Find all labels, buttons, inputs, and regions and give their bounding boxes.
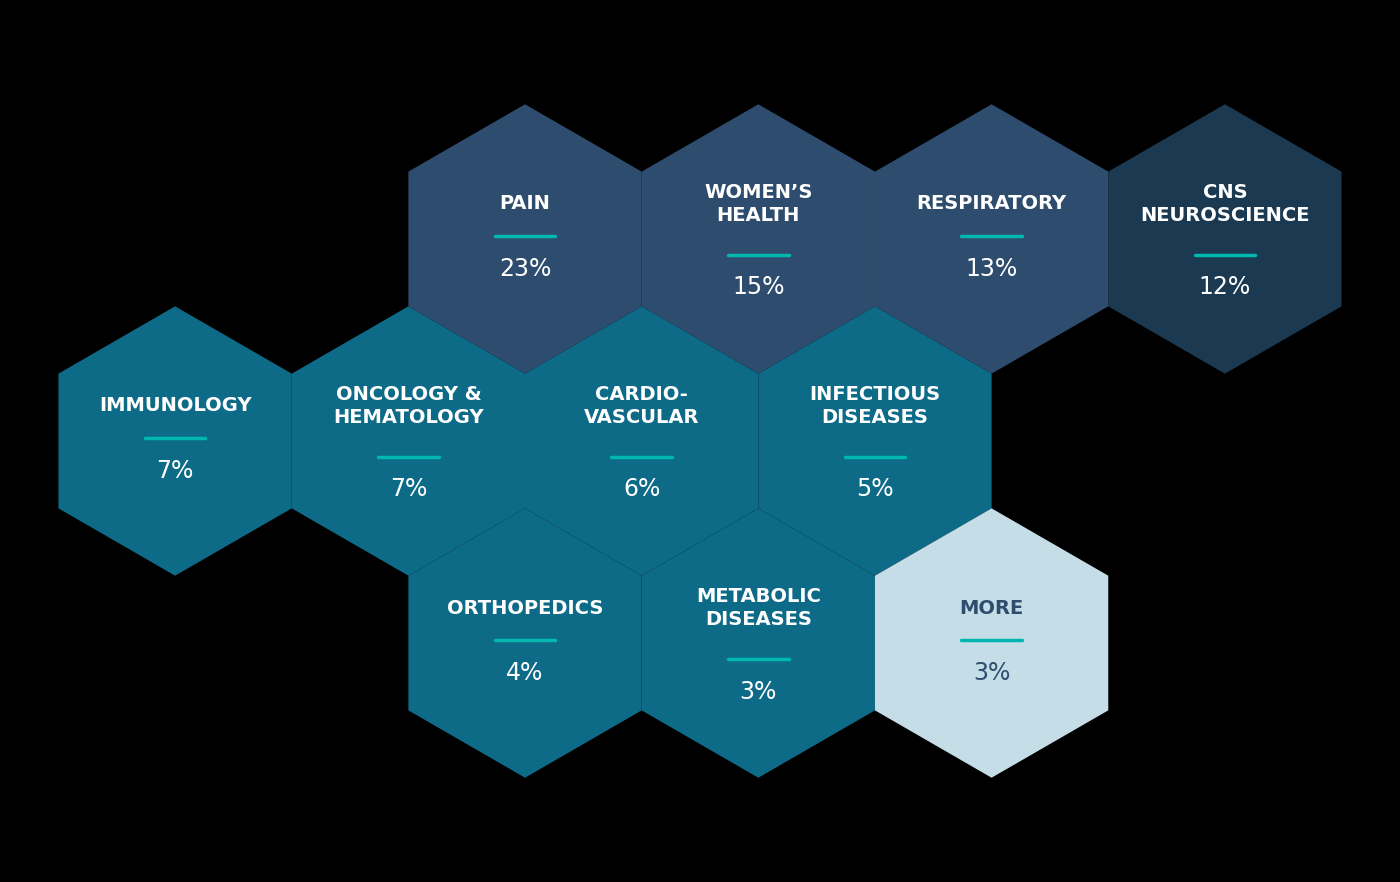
Text: ORTHOPEDICS: ORTHOPEDICS <box>447 599 603 617</box>
Text: 12%: 12% <box>1198 275 1252 300</box>
Text: 23%: 23% <box>498 257 552 280</box>
Polygon shape <box>641 508 875 778</box>
Text: ONCOLOGY &
HEMATOLOGY: ONCOLOGY & HEMATOLOGY <box>333 385 483 427</box>
Text: WOMEN’S
HEALTH: WOMEN’S HEALTH <box>704 183 812 225</box>
Polygon shape <box>759 306 991 576</box>
Text: 4%: 4% <box>507 661 543 684</box>
Text: MORE: MORE <box>959 599 1023 617</box>
Text: IMMUNOLOGY: IMMUNOLOGY <box>99 397 252 415</box>
Text: 7%: 7% <box>157 459 193 482</box>
Text: 3%: 3% <box>973 661 1011 684</box>
Text: RESPIRATORY: RESPIRATORY <box>917 194 1067 213</box>
Text: 6%: 6% <box>623 477 661 502</box>
Polygon shape <box>409 104 641 374</box>
Polygon shape <box>875 508 1109 778</box>
Polygon shape <box>641 104 875 374</box>
Polygon shape <box>409 508 641 778</box>
Text: 3%: 3% <box>739 679 777 704</box>
Text: CNS
NEUROSCIENCE: CNS NEUROSCIENCE <box>1140 183 1309 225</box>
Text: PAIN: PAIN <box>500 194 550 213</box>
Text: CARDIO-
VASCULAR: CARDIO- VASCULAR <box>584 385 700 427</box>
Text: INFECTIOUS
DISEASES: INFECTIOUS DISEASES <box>809 385 941 427</box>
Polygon shape <box>875 104 1109 374</box>
Text: METABOLIC
DISEASES: METABOLIC DISEASES <box>696 587 820 629</box>
Polygon shape <box>525 306 759 576</box>
Text: 13%: 13% <box>966 257 1018 280</box>
Polygon shape <box>291 306 525 576</box>
Polygon shape <box>1109 104 1341 374</box>
Polygon shape <box>59 306 291 576</box>
Text: 15%: 15% <box>732 275 784 300</box>
Text: 7%: 7% <box>389 477 427 502</box>
Text: 5%: 5% <box>857 477 893 502</box>
